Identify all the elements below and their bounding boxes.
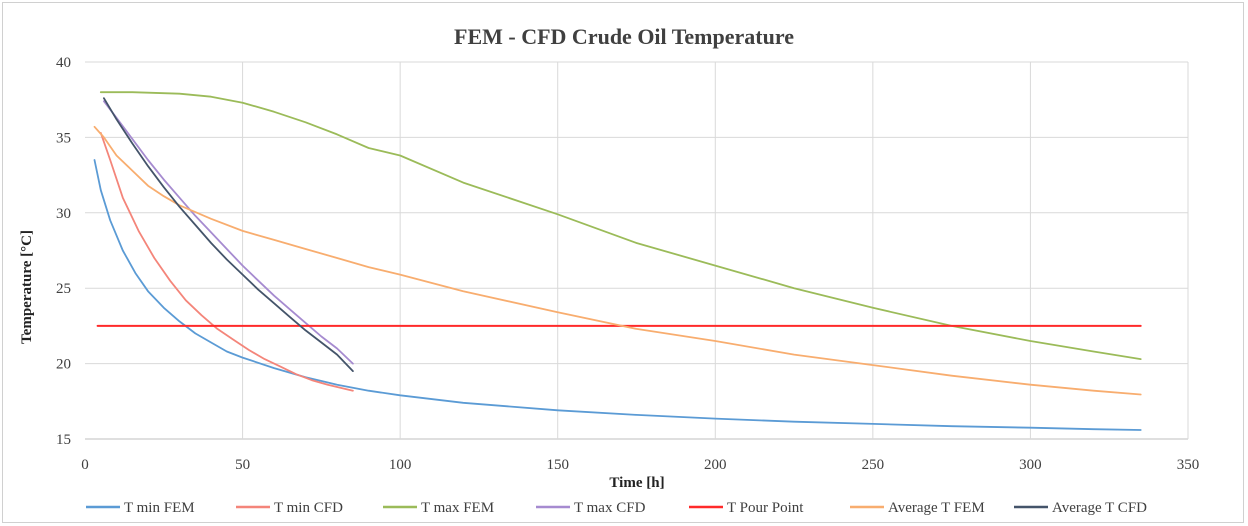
y-tick-label: 40 — [56, 55, 71, 71]
grid-lines — [85, 61, 1189, 440]
legend-label-t-min-cfd: T min CFD — [274, 500, 343, 516]
series-line-average-t-fem — [93, 125, 1142, 396]
legend: T min FEM T min CFD T max FEM T max CFD T Po… — [86, 500, 1147, 516]
x-tick-label: 200 — [704, 457, 727, 473]
x-tick-label: 250 — [862, 457, 885, 473]
x-tick-label: 150 — [546, 457, 569, 473]
series-line-average-t-cfd — [103, 97, 354, 372]
y-tick-label: 35 — [56, 130, 71, 146]
y-tick-label: 30 — [56, 206, 71, 222]
legend-label-average-t-cfd: Average T CFD — [1052, 500, 1147, 516]
axes: 15 20 25 30 35 40 0 50 100 150 200 250 300 350 — [56, 55, 1199, 473]
legend-label-t-max-cfd: T max CFD — [574, 500, 646, 516]
x-axis-label: Time [h] — [609, 475, 664, 491]
chart-title: FEM - CFD Crude Oil Temperature — [454, 24, 794, 49]
series-lines — [93, 91, 1142, 431]
x-tick-label: 50 — [235, 457, 250, 473]
legend-label-t-min-fem: T min FEM — [124, 500, 195, 516]
legend-label-t-pour-point: T Pour Point — [727, 500, 804, 516]
x-tick-label: 0 — [81, 457, 89, 473]
y-tick-label: 15 — [56, 432, 71, 448]
x-tick-label: 300 — [1019, 457, 1042, 473]
y-tick-label: 20 — [56, 357, 71, 373]
y-axis-label: Temperature [°C] — [19, 230, 35, 344]
x-tick-label: 350 — [1177, 457, 1200, 473]
legend-label-average-t-fem: Average T FEM — [888, 500, 985, 516]
x-tick-label: 100 — [389, 457, 412, 473]
series-line-t-min-cfd — [99, 132, 354, 392]
legend-label-t-max-fem: T max FEM — [421, 500, 494, 516]
series-line-t-max-cfd — [103, 100, 354, 365]
y-tick-label: 25 — [56, 281, 71, 297]
series-line-t-max-fem — [99, 91, 1142, 360]
